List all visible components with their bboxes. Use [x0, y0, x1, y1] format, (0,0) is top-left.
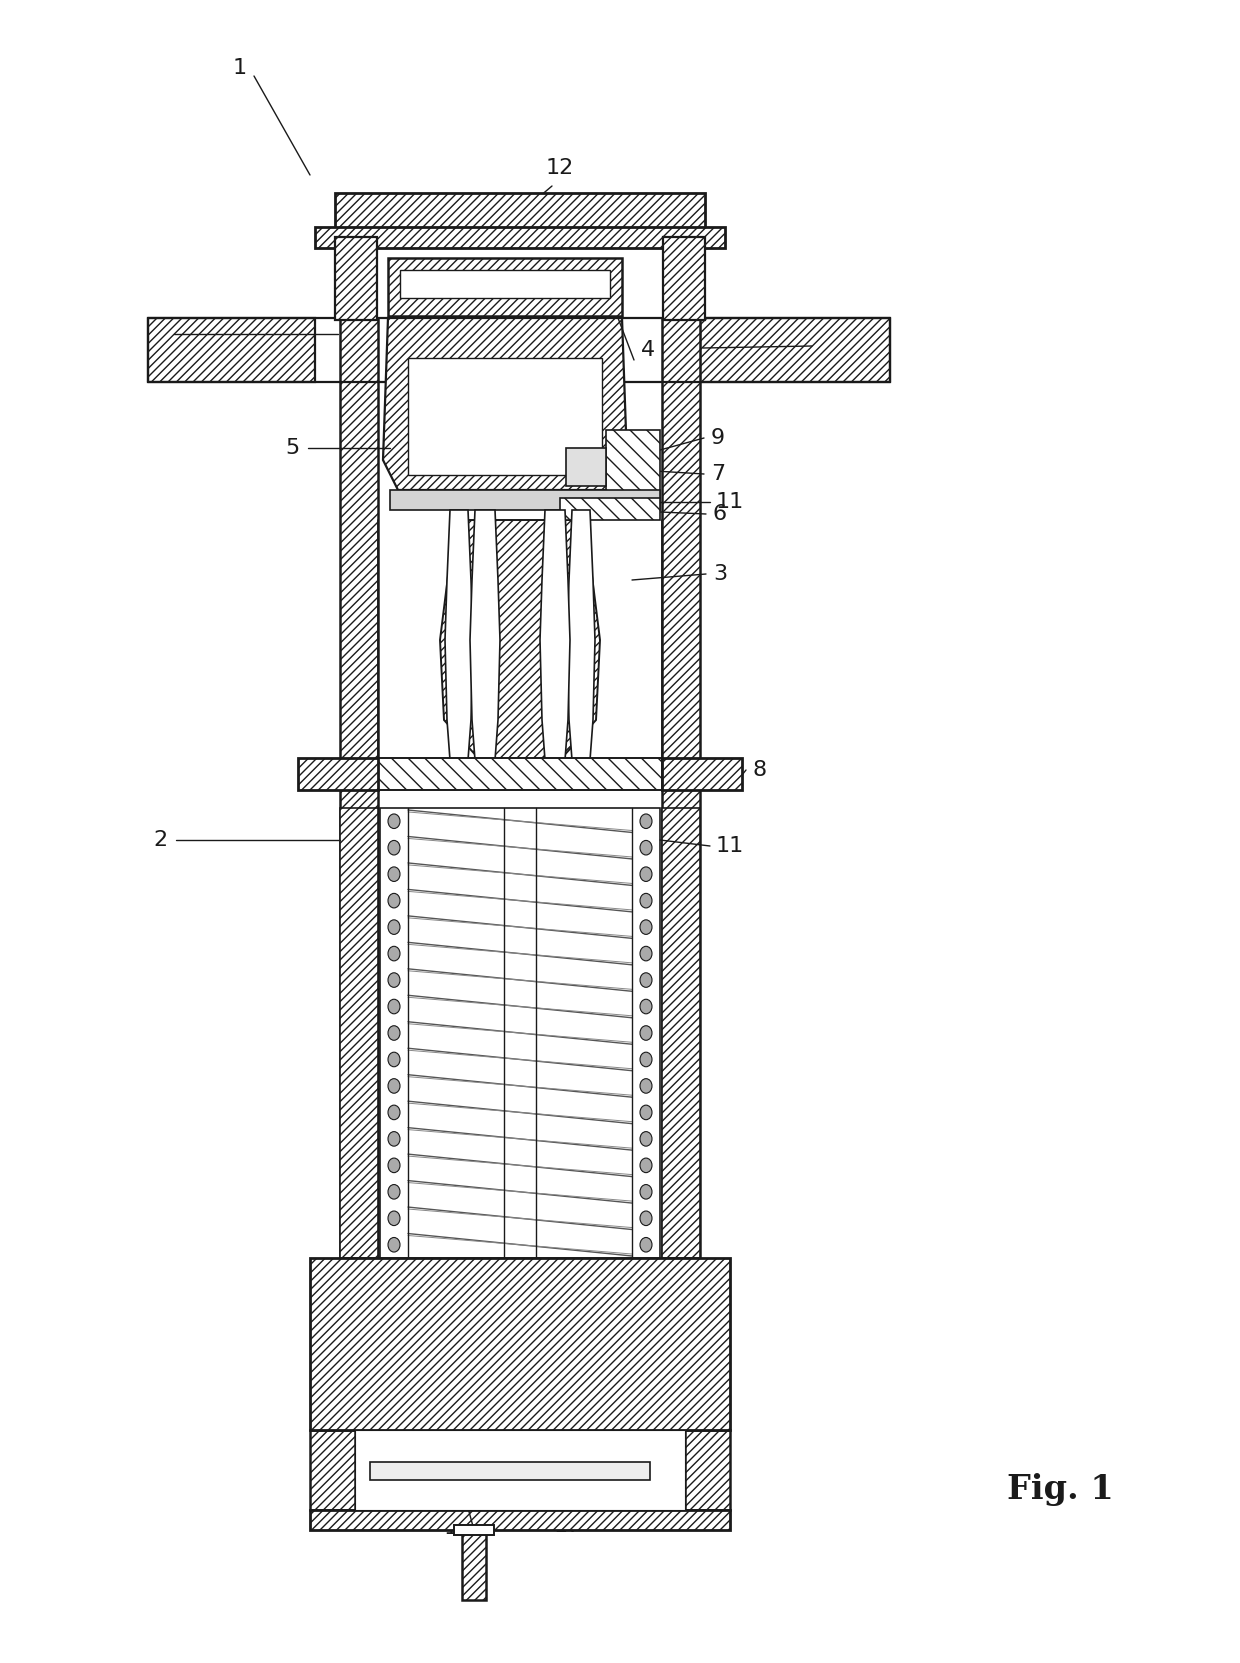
Ellipse shape — [388, 1053, 401, 1066]
Text: 11: 11 — [715, 492, 744, 512]
Bar — [565, 447, 606, 486]
Ellipse shape — [640, 1157, 652, 1172]
Bar — [148, 318, 315, 382]
Ellipse shape — [640, 1237, 652, 1252]
Ellipse shape — [388, 999, 401, 1014]
Bar — [298, 758, 378, 790]
Polygon shape — [445, 511, 472, 760]
Ellipse shape — [640, 840, 652, 855]
Ellipse shape — [388, 813, 401, 828]
Ellipse shape — [388, 1184, 401, 1199]
Ellipse shape — [640, 813, 652, 828]
Bar — [701, 318, 890, 382]
Bar — [340, 318, 378, 1257]
Text: 7: 7 — [711, 464, 725, 484]
Ellipse shape — [388, 1079, 401, 1093]
Bar — [310, 1257, 730, 1430]
Ellipse shape — [640, 946, 652, 961]
Bar — [662, 318, 701, 1257]
Ellipse shape — [388, 1211, 401, 1226]
Bar — [662, 808, 701, 1257]
Ellipse shape — [640, 973, 652, 988]
Bar — [391, 491, 660, 511]
Polygon shape — [567, 511, 595, 760]
Text: 2: 2 — [153, 830, 167, 850]
Bar — [335, 238, 377, 319]
Text: 4: 4 — [641, 339, 655, 359]
Ellipse shape — [388, 893, 401, 908]
Bar — [315, 228, 725, 248]
Text: 1: 1 — [233, 58, 247, 78]
Text: 12: 12 — [546, 158, 574, 178]
Ellipse shape — [640, 1184, 652, 1199]
Bar — [662, 758, 742, 790]
Polygon shape — [470, 511, 500, 760]
Bar — [310, 1510, 730, 1530]
Text: A: A — [150, 324, 166, 344]
Bar — [335, 193, 706, 238]
Ellipse shape — [640, 999, 652, 1014]
Text: 8: 8 — [753, 760, 768, 780]
Bar — [454, 1525, 494, 1535]
Ellipse shape — [388, 1131, 401, 1146]
Bar — [355, 1430, 684, 1510]
Ellipse shape — [640, 1053, 652, 1066]
Text: Fig. 1: Fig. 1 — [1007, 1473, 1114, 1507]
Ellipse shape — [388, 1026, 401, 1041]
Ellipse shape — [640, 1026, 652, 1041]
Ellipse shape — [640, 866, 652, 881]
Ellipse shape — [388, 920, 401, 935]
Ellipse shape — [388, 840, 401, 855]
Ellipse shape — [640, 1079, 652, 1093]
Polygon shape — [539, 511, 570, 760]
Polygon shape — [408, 358, 601, 476]
Bar — [378, 758, 662, 790]
Bar — [663, 238, 706, 319]
Bar — [370, 1462, 650, 1480]
Bar — [606, 431, 660, 497]
Ellipse shape — [388, 946, 401, 961]
Ellipse shape — [388, 973, 401, 988]
Polygon shape — [440, 521, 600, 780]
Text: 17: 17 — [554, 1517, 582, 1537]
Bar — [463, 1530, 486, 1600]
Text: 11: 11 — [715, 836, 744, 856]
Ellipse shape — [640, 920, 652, 935]
Bar — [684, 1430, 730, 1510]
Bar — [388, 258, 622, 316]
Bar — [340, 808, 378, 1257]
Bar — [379, 808, 660, 1257]
Text: 5: 5 — [285, 437, 299, 457]
Ellipse shape — [640, 1131, 652, 1146]
Text: 10: 10 — [444, 1518, 472, 1538]
Bar — [401, 269, 610, 298]
Ellipse shape — [388, 1157, 401, 1172]
Polygon shape — [383, 318, 627, 491]
Ellipse shape — [388, 1106, 401, 1119]
Bar — [560, 497, 660, 521]
Ellipse shape — [640, 893, 652, 908]
Text: 3: 3 — [713, 564, 727, 584]
Ellipse shape — [640, 1211, 652, 1226]
Bar — [310, 1430, 355, 1510]
Ellipse shape — [388, 1237, 401, 1252]
Text: 13: 13 — [812, 336, 841, 356]
Ellipse shape — [640, 1106, 652, 1119]
Text: 9: 9 — [711, 427, 725, 447]
Text: 6: 6 — [713, 504, 727, 524]
Ellipse shape — [388, 866, 401, 881]
